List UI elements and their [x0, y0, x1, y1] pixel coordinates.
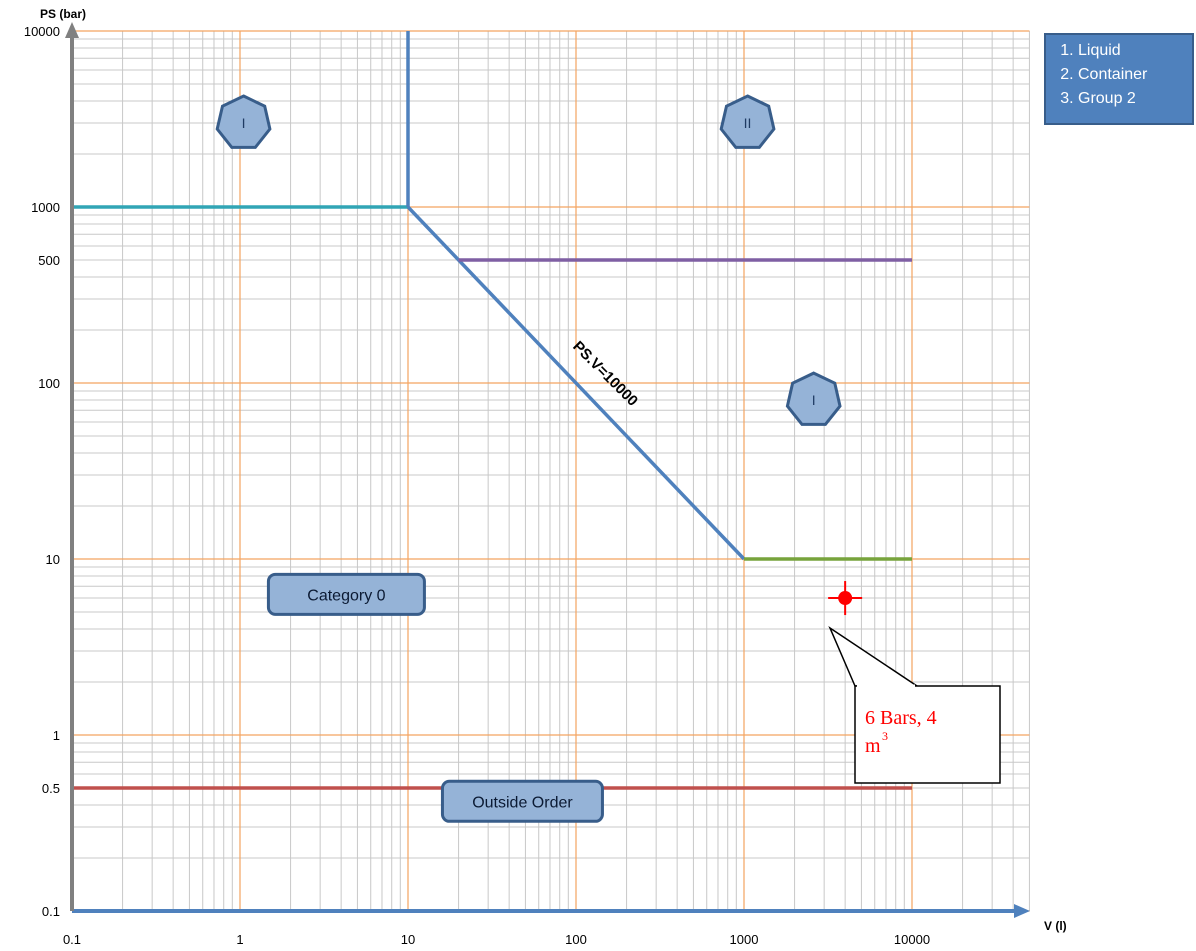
- series-line-2: [406, 205, 746, 561]
- x-tick-label: 1: [236, 932, 243, 947]
- callout: 6 Bars, 4 m 3: [828, 625, 1001, 784]
- legend-item-group: Group 2: [1078, 87, 1184, 111]
- x-tick-label: 0.1: [63, 932, 81, 947]
- category-label: I: [242, 115, 246, 131]
- callout-text-superscript: 3: [882, 729, 888, 743]
- category-heptagon: [719, 94, 776, 149]
- y-tick-label: 10: [46, 552, 60, 567]
- y-axis-arrow: [65, 22, 79, 38]
- y-tick-label: 1000: [31, 200, 60, 215]
- x-tick-label: 1000: [730, 932, 759, 947]
- category-heptagon: [785, 371, 842, 426]
- y-tick-label: 100: [38, 376, 60, 391]
- axes: [65, 22, 1030, 918]
- y-tick-label: 0.5: [42, 781, 60, 796]
- region-box: [266, 572, 426, 616]
- callout-box: [854, 685, 1001, 784]
- y-axis-title: PS (bar): [40, 7, 86, 21]
- legend-box: Liquid Container Group 2: [1044, 33, 1194, 125]
- y-tick-label: 0.1: [42, 904, 60, 919]
- category-label: I: [812, 392, 816, 408]
- x-tick-label: 100: [565, 932, 587, 947]
- category-label: II: [744, 115, 752, 131]
- x-axis-title: V (l): [1044, 919, 1067, 933]
- x-tick-label: 10: [401, 932, 415, 947]
- legend-list: Liquid Container Group 2: [1054, 39, 1184, 111]
- region-box-label: Category 0: [307, 587, 385, 604]
- callout-text-line1: 6 Bars, 4: [865, 707, 937, 729]
- series-layer: [72, 31, 912, 790]
- x-axis-arrow: [1014, 904, 1030, 918]
- tick-labels: 0.1 1 10 100 1000 10000 0.1 0.5 1 10 100 500 1000 100…: [24, 24, 930, 947]
- region-box: [440, 779, 604, 823]
- region-box-label: Outside Order: [472, 794, 573, 811]
- callout-text-line2: m: [865, 735, 881, 757]
- y-tick-label: 500: [38, 253, 60, 268]
- x-tick-label: 10000: [894, 932, 930, 947]
- category-heptagon: [215, 94, 272, 149]
- marker-point: [838, 591, 853, 606]
- legend-item-liquid: Liquid: [1078, 39, 1184, 63]
- y-tick-label: 10000: [24, 24, 60, 39]
- y-tick-label: 1: [53, 728, 60, 743]
- legend-item-container: Container: [1078, 63, 1184, 87]
- diagonal-line-label: PS.V=10000: [569, 338, 641, 410]
